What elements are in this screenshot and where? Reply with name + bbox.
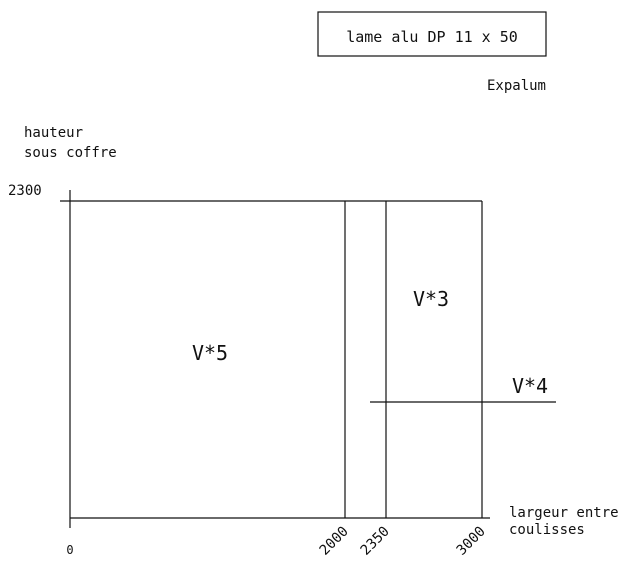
zone-label-v5: V*5 bbox=[192, 341, 228, 365]
zone-label-v4: V*4 bbox=[512, 374, 548, 398]
x-tick-3000: 3000 bbox=[454, 524, 489, 559]
x-tick-0: 0 bbox=[66, 543, 73, 557]
x-axis-label-line2: coulisses bbox=[509, 522, 585, 538]
y-axis-label-line2: sous coffre bbox=[24, 145, 117, 161]
x-axis-label-line1: largeur entre bbox=[509, 505, 619, 521]
y-tick-2300: 2300 bbox=[8, 183, 42, 199]
x-tick-2350: 2350 bbox=[358, 524, 393, 559]
title-box bbox=[317, 11, 547, 57]
x-tick-2000: 2000 bbox=[317, 524, 352, 559]
y-axis-label-line1: hauteur bbox=[24, 125, 83, 141]
brand-label: Expalum bbox=[487, 78, 546, 94]
title-text: lame alu DP 11 x 50 bbox=[346, 28, 518, 46]
zone-label-v3: V*3 bbox=[413, 287, 449, 311]
